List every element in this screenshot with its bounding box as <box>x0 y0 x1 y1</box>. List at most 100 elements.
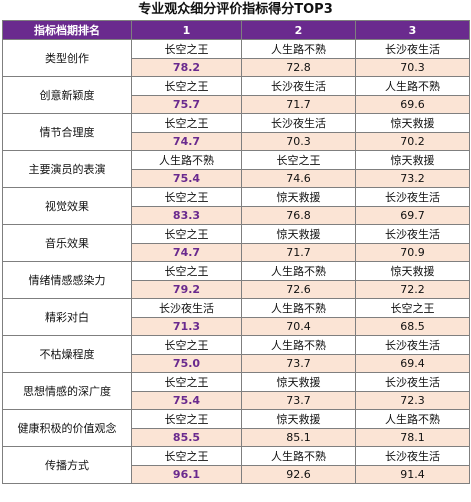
table-row-names: 传播方式 长空之王 人生路不熟 长沙夜生活 <box>2 446 470 484</box>
film-name-rank-2: 人生路不熟 <box>241 335 356 355</box>
film-name-rank-1: 长空之王 <box>131 76 242 96</box>
table-row-names: 情绪情感感染力 长空之王 人生路不熟 惊天救援 <box>2 261 470 299</box>
film-name-rank-3: 人生路不熟 <box>355 409 470 429</box>
score-table: 指标档期排名 1 2 3 类型创作 长空之王 人生路不熟 长沙夜生活 78.2 72.8 7… <box>2 20 470 484</box>
film-name-rank-2: 惊天救援 <box>241 224 356 244</box>
header-rank-3: 3 <box>355 20 470 40</box>
film-name-rank-1: 长空之王 <box>131 335 242 355</box>
film-name-rank-3: 长沙夜生活 <box>355 224 470 244</box>
film-name-rank-3: 长沙夜生活 <box>355 187 470 207</box>
film-name-rank-1: 长空之王 <box>131 187 242 207</box>
metric-label: 精彩对白 <box>2 298 132 336</box>
table-row-scores: 71.3 70.4 68.5 <box>3 316 470 336</box>
table-row-scores: 75.7 71.7 69.6 <box>3 94 470 114</box>
score-rank-3: 68.5 <box>355 316 470 336</box>
metric-label: 类型创作 <box>2 39 132 77</box>
score-rank-2: 92.6 <box>241 464 356 484</box>
score-rank-1: 74.7 <box>131 131 242 151</box>
score-rank-2: 70.4 <box>241 316 356 336</box>
table-row-scores: 75.4 74.6 73.2 <box>3 168 470 188</box>
table-row-scores: 75.4 73.7 72.3 <box>3 390 470 410</box>
film-name-rank-3: 长沙夜生活 <box>355 39 470 59</box>
score-rank-3: 70.3 <box>355 57 470 77</box>
film-name-rank-3: 惊天救援 <box>355 261 470 281</box>
metric-label: 主要演员的表演 <box>2 150 132 188</box>
film-name-rank-2: 人生路不熟 <box>241 298 356 318</box>
score-rank-3: 78.1 <box>355 427 470 447</box>
table-row-names: 类型创作 长空之王 人生路不熟 长沙夜生活 <box>2 39 470 77</box>
film-name-rank-2: 长沙夜生活 <box>241 113 356 133</box>
film-name-rank-2: 惊天救援 <box>241 372 356 392</box>
film-name-rank-1: 长空之王 <box>131 224 242 244</box>
score-rank-2: 76.8 <box>241 205 356 225</box>
score-rank-1: 71.3 <box>131 316 242 336</box>
film-name-rank-2: 长空之王 <box>241 150 356 170</box>
score-rank-2: 70.3 <box>241 131 356 151</box>
table-row-names: 视觉效果 长空之王 惊天救援 长沙夜生活 <box>2 187 470 225</box>
header-row: 指标档期排名 1 2 3 <box>2 20 470 40</box>
metric-label: 音乐效果 <box>2 224 132 262</box>
score-rank-2: 72.8 <box>241 57 356 77</box>
score-rank-2: 74.6 <box>241 168 356 188</box>
film-name-rank-3: 惊天救援 <box>355 113 470 133</box>
table-row-scores: 96.1 92.6 91.4 <box>3 464 470 484</box>
score-rank-2: 71.7 <box>241 94 356 114</box>
header-metric: 指标档期排名 <box>2 20 132 40</box>
header-rank-1: 1 <box>131 20 242 40</box>
score-rank-3: 91.4 <box>355 464 470 484</box>
film-name-rank-2: 惊天救援 <box>241 409 356 429</box>
score-rank-1: 75.0 <box>131 353 242 373</box>
film-name-rank-3: 长沙夜生活 <box>355 335 470 355</box>
table-row-names: 思想情感的深广度 长空之王 惊天救援 长沙夜生活 <box>2 372 470 410</box>
film-name-rank-1: 长空之王 <box>131 409 242 429</box>
score-rank-3: 70.9 <box>355 242 470 262</box>
score-rank-1: 78.2 <box>131 57 242 77</box>
film-name-rank-3: 长沙夜生活 <box>355 446 470 466</box>
film-name-rank-1: 长沙夜生活 <box>131 298 242 318</box>
score-rank-1: 74.7 <box>131 242 242 262</box>
film-name-rank-1: 长空之王 <box>131 261 242 281</box>
table-row-names: 音乐效果 长空之王 惊天救援 长沙夜生活 <box>2 224 470 262</box>
table-row-names: 主要演员的表演 人生路不熟 长空之王 惊天救援 <box>2 150 470 188</box>
table-row-names: 健康积极的价值观念 长空之王 惊天救援 人生路不熟 <box>2 409 470 447</box>
score-rank-1: 79.2 <box>131 279 242 299</box>
metric-label: 传播方式 <box>2 446 132 484</box>
score-rank-2: 73.7 <box>241 353 356 373</box>
score-rank-3: 69.7 <box>355 205 470 225</box>
metric-label: 视觉效果 <box>2 187 132 225</box>
metric-label: 情节合理度 <box>2 113 132 151</box>
film-name-rank-1: 长空之王 <box>131 372 242 392</box>
score-rank-3: 70.2 <box>355 131 470 151</box>
film-name-rank-3: 长沙夜生活 <box>355 372 470 392</box>
metric-label: 健康积极的价值观念 <box>2 409 132 447</box>
table-row-scores: 74.7 70.3 70.2 <box>3 131 470 151</box>
score-rank-3: 69.6 <box>355 94 470 114</box>
table-row-scores: 74.7 71.7 70.9 <box>3 242 470 262</box>
table-row-scores: 78.2 72.8 70.3 <box>3 57 470 77</box>
metric-label: 创意新颖度 <box>2 76 132 114</box>
table-row-names: 不枯燥程度 长空之王 人生路不熟 长沙夜生活 <box>2 335 470 373</box>
score-rank-2: 72.6 <box>241 279 356 299</box>
score-rank-1: 96.1 <box>131 464 242 484</box>
table-row-scores: 83.3 76.8 69.7 <box>3 205 470 225</box>
table-row-names: 情节合理度 长空之王 长沙夜生活 惊天救援 <box>2 113 470 151</box>
film-name-rank-2: 长沙夜生活 <box>241 76 356 96</box>
metric-label: 不枯燥程度 <box>2 335 132 373</box>
score-rank-2: 73.7 <box>241 390 356 410</box>
score-rank-1: 75.7 <box>131 94 242 114</box>
score-rank-1: 85.5 <box>131 427 242 447</box>
table-body: 类型创作 长空之王 人生路不熟 长沙夜生活 78.2 72.8 70.3 创意新颖度 长空之王长… <box>2 39 470 484</box>
film-name-rank-2: 人生路不熟 <box>241 261 356 281</box>
metric-label: 思想情感的深广度 <box>2 372 132 410</box>
score-rank-1: 75.4 <box>131 390 242 410</box>
table-row-names: 精彩对白 长沙夜生活 人生路不熟 长空之王 <box>2 298 470 336</box>
film-name-rank-2: 人生路不熟 <box>241 446 356 466</box>
film-name-rank-3: 长空之王 <box>355 298 470 318</box>
score-rank-1: 83.3 <box>131 205 242 225</box>
header-rank-2: 2 <box>241 20 356 40</box>
score-rank-3: 72.3 <box>355 390 470 410</box>
score-rank-3: 73.2 <box>355 168 470 188</box>
score-rank-3: 69.4 <box>355 353 470 373</box>
table-row-scores: 85.5 85.1 78.1 <box>3 427 470 447</box>
